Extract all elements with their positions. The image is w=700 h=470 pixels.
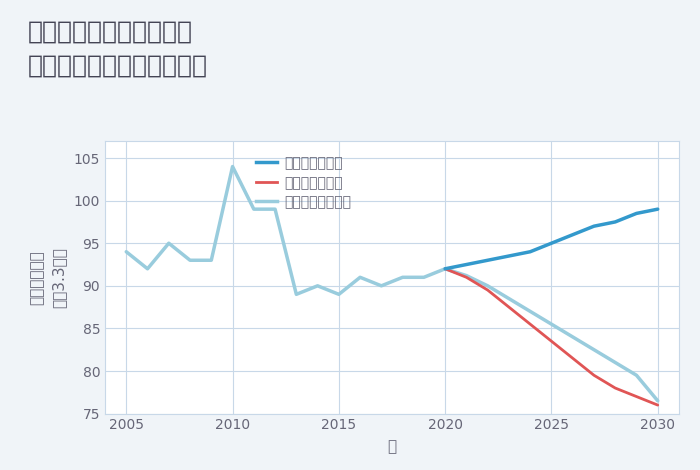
Text: 千葉県野田市上三ヶ尾の
中古マンションの価格推移: 千葉県野田市上三ヶ尾の 中古マンションの価格推移	[28, 20, 208, 77]
Legend: グッドシナリオ, バッドシナリオ, ノーマルシナリオ: グッドシナリオ, バッドシナリオ, ノーマルシナリオ	[251, 151, 356, 215]
Y-axis label: 単価（万円）
坪（3.3㎡）: 単価（万円） 坪（3.3㎡）	[29, 247, 66, 308]
X-axis label: 年: 年	[387, 439, 397, 454]
